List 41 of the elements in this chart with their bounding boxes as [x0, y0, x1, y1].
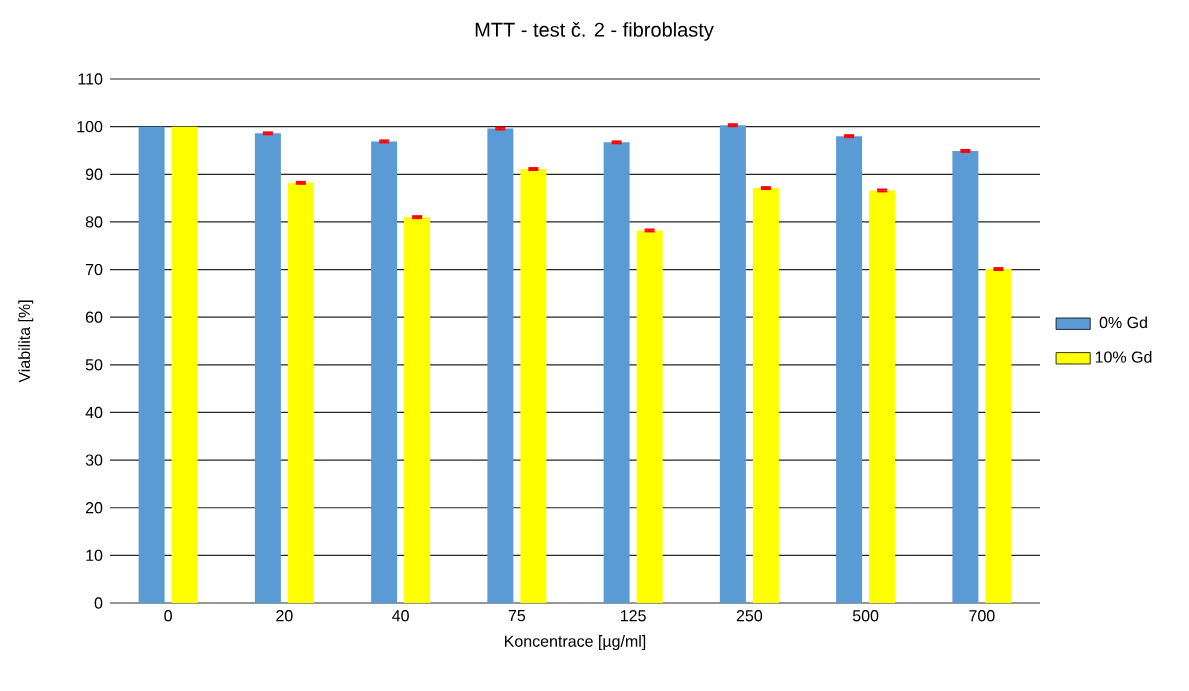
x-axis-title: Koncentrace [µg/ml] [505, 635, 646, 651]
y-tick-label: 60 [85, 311, 103, 323]
x-tick-label: 250 [736, 610, 763, 622]
y-tick-label: 70 [85, 263, 103, 276]
y-tick-label: 90 [85, 168, 103, 180]
bar [487, 128, 514, 603]
y-tick-label: 40 [85, 406, 103, 419]
x-tick-label: 0 [164, 610, 172, 622]
legend-label: 0% Gd [1099, 316, 1147, 329]
y-tick-label: 110 [78, 73, 103, 85]
bar [287, 182, 314, 603]
x-tick-label: 75 [508, 610, 526, 622]
bar [603, 142, 630, 603]
bar [371, 141, 398, 603]
y-tick-label: 10 [86, 549, 103, 562]
x-tick-label: 500 [852, 610, 879, 622]
y-tick-label: 0 [94, 597, 103, 609]
y-tick-label: 80 [85, 216, 103, 228]
bar [404, 217, 431, 603]
bar [985, 269, 1012, 603]
bar [138, 126, 165, 603]
y-tick-label: 100 [77, 120, 103, 133]
x-tick-label: 40 [392, 610, 409, 622]
bar [520, 169, 547, 603]
bar [952, 150, 979, 603]
y-tick-label: 30 [85, 454, 103, 466]
y-tick-label: 20 [85, 502, 103, 514]
y-axis-title: Viabilita [%] [18, 300, 34, 383]
x-tick-label: 125 [621, 610, 646, 622]
bar [636, 230, 663, 603]
y-tick-label: 50 [85, 359, 103, 371]
bar [836, 136, 863, 603]
x-tick-label: 700 [969, 610, 995, 622]
legend-label: 10% Gd [1095, 350, 1152, 363]
x-tick-label: 20 [276, 610, 293, 622]
bar [719, 125, 746, 603]
bar [254, 133, 281, 603]
chart-title: MTT - test č. 2 - fibroblasty [475, 22, 714, 41]
bar [869, 190, 896, 603]
bar [752, 188, 779, 603]
bar [171, 126, 198, 603]
